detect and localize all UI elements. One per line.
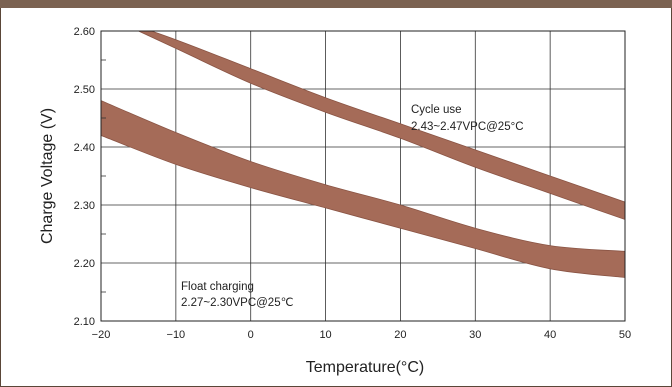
- y-tick-label: 2.40: [74, 142, 95, 154]
- float-charging-spec: 2.27~2.30VPC@25℃: [181, 297, 294, 309]
- x-tick-label: 20: [394, 329, 406, 341]
- y-tick-label: 2.10: [74, 316, 95, 328]
- voltage-bands: [101, 31, 625, 278]
- y-tick-label: 2.60: [74, 26, 95, 38]
- y-tick-label: 2.20: [74, 258, 95, 270]
- x-tick-label: −20: [92, 329, 111, 341]
- x-tick-label: −10: [167, 329, 186, 341]
- cycle-use-spec: 2.43~2.47VPC@25°C: [411, 121, 524, 133]
- x-tick-labels: −20 −10 0 10 20 30 40 50: [92, 329, 631, 341]
- float-charging-band: [101, 100, 625, 278]
- x-tick-label: 30: [469, 329, 481, 341]
- y-tick-label: 2.50: [74, 84, 95, 96]
- float-charging-label: Float charging: [181, 281, 254, 293]
- x-axis-title: Temperature(°C): [306, 359, 424, 376]
- cycle-use-label: Cycle use: [411, 104, 462, 116]
- y-tick-labels: 2.10 2.20 2.30 2.40 2.50 2.60: [74, 26, 95, 328]
- x-tick-label: 10: [319, 329, 331, 341]
- y-tick-label: 2.30: [74, 200, 95, 212]
- cycle-use-band: [137, 31, 625, 220]
- y-minor-ticks: [101, 59, 106, 293]
- x-tick-label: 40: [544, 329, 556, 341]
- x-tick-label: 0: [248, 329, 254, 341]
- y-axis-title: Charge Voltage (V): [39, 108, 56, 244]
- chart-top-bar: [0, 0, 672, 8]
- x-tick-label: 50: [619, 329, 631, 341]
